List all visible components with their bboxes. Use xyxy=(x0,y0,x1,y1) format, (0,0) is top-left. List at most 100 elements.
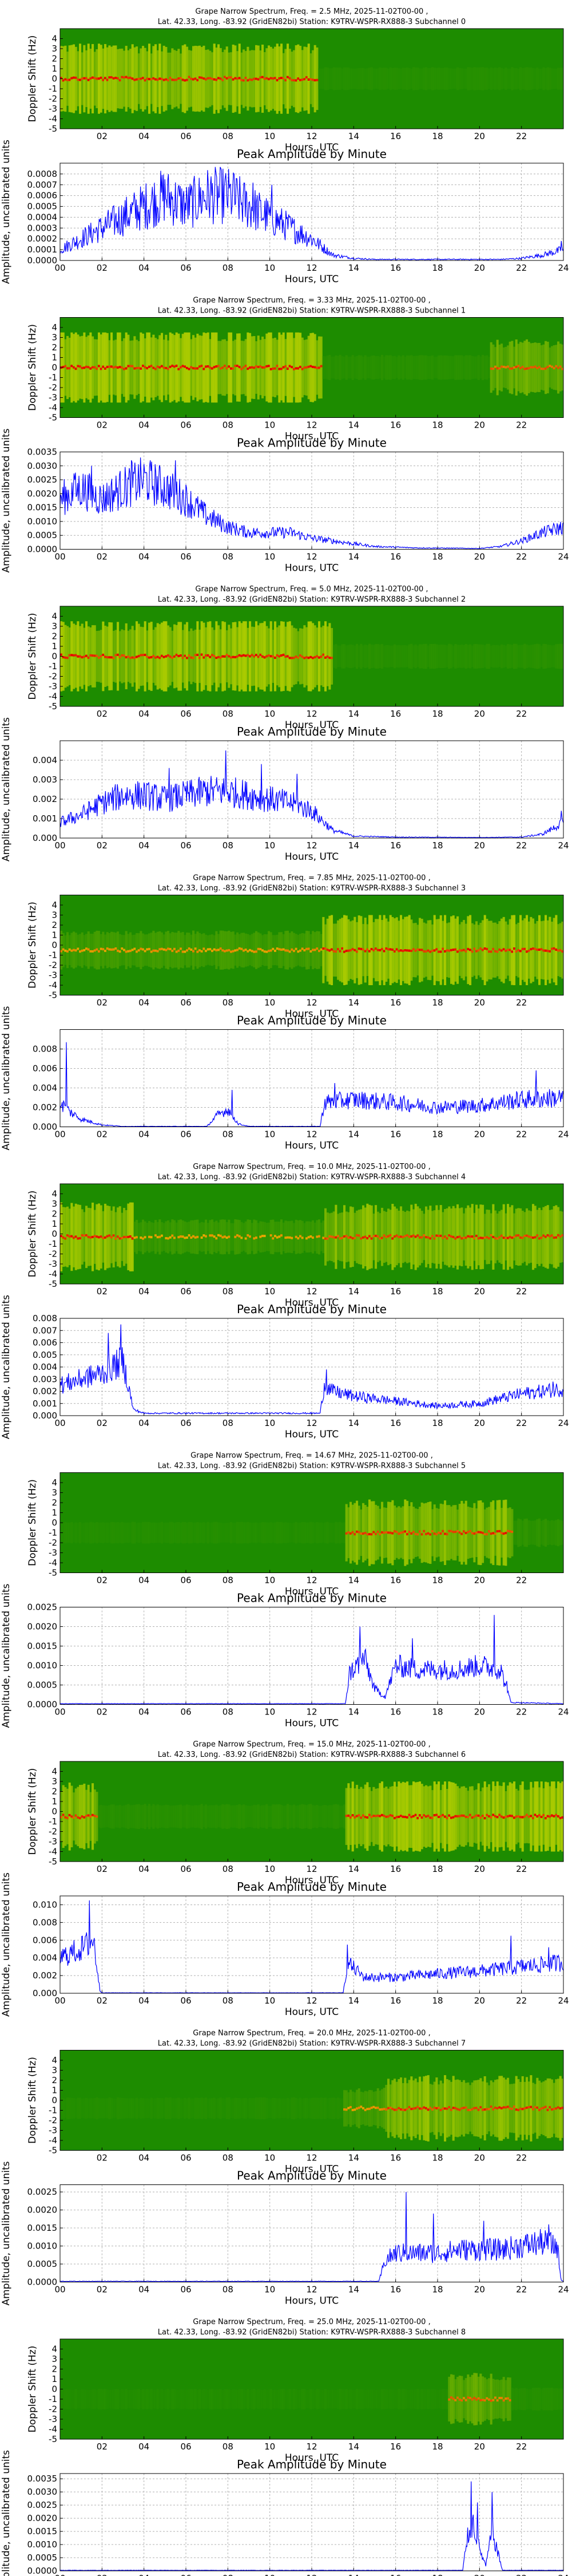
x-tick-label: 22 xyxy=(516,1129,527,1140)
spectrogram-carrier xyxy=(140,367,142,370)
spectrogram-carrier xyxy=(284,655,287,658)
spectrogram-carrier xyxy=(234,1235,237,1238)
spectrogram-carrier xyxy=(448,2398,451,2401)
spectrogram-carrier xyxy=(307,78,310,81)
spectrogram-carrier xyxy=(186,366,189,369)
spectrogram-carrier xyxy=(559,1235,562,1238)
spectrogram-band xyxy=(62,46,65,112)
spectrogram-carrier xyxy=(206,654,209,657)
spectrogram-band xyxy=(404,357,407,378)
spectrogram-band xyxy=(131,2098,134,2119)
spectrogram-title-line2: Lat. 42.33, Long. -83.92 (GridEN82bi) St… xyxy=(158,2040,466,2048)
spectrogram-carrier xyxy=(444,950,447,953)
spectrogram-carrier xyxy=(144,1236,146,1239)
spectrogram-carrier xyxy=(482,1815,484,1818)
spectrogram-band xyxy=(70,1522,73,1544)
spectrogram-carrier xyxy=(181,950,184,953)
spectrogram-carrier xyxy=(261,1235,264,1238)
spectrogram-band xyxy=(209,2098,212,2119)
spectrogram-carrier xyxy=(364,1816,367,1819)
amplitude-chart-1: Peak Amplitude by Minute0.00000.00050.00… xyxy=(1,428,569,574)
spectrogram-band xyxy=(188,332,190,403)
spectrogram-carrier xyxy=(96,1235,98,1238)
spectrogram-band xyxy=(140,2389,142,2409)
spectrogram-band xyxy=(545,1781,547,1851)
spectrogram-band xyxy=(538,1787,541,1846)
spectrogram-carrier xyxy=(505,2397,507,2400)
spectrogram-band xyxy=(221,1804,224,1829)
spectrogram-carrier xyxy=(351,1814,354,1817)
spectrogram-carrier xyxy=(559,949,562,951)
spectrogram-carrier xyxy=(553,947,555,950)
spectrogram-band xyxy=(186,2098,189,2119)
amplitude-frame xyxy=(59,740,564,839)
spectrogram-band xyxy=(545,68,547,90)
spectrogram-band xyxy=(505,68,507,90)
spectrogram-band xyxy=(438,2389,440,2409)
spectrogram-carrier xyxy=(81,1234,84,1236)
amplitude-series-line xyxy=(59,1900,564,1994)
x-tick-label: 12 xyxy=(306,131,317,141)
spectrogram-carrier xyxy=(60,77,63,80)
spectrogram-band xyxy=(357,915,360,985)
spectrogram-band xyxy=(114,1805,117,1828)
spectrogram-band xyxy=(146,1805,149,1827)
x-tick-label: 02 xyxy=(97,1418,108,1428)
spectrogram-carrier xyxy=(343,950,346,953)
spectrogram-carrier xyxy=(161,947,164,950)
spectrogram-carrier xyxy=(351,2109,354,2111)
spectrogram-band xyxy=(211,1805,214,1828)
spectrogram-carrier xyxy=(202,368,205,370)
spectrogram-band xyxy=(364,68,367,89)
spectrogram-band xyxy=(104,2389,107,2409)
spectrogram-carrier xyxy=(412,1815,415,1818)
spectrogram-carrier xyxy=(477,1237,480,1240)
spectrogram-carrier xyxy=(368,1235,371,1238)
spectrogram-carrier xyxy=(200,653,203,656)
spectrogram-band xyxy=(230,2099,233,2118)
spectrogram-carrier xyxy=(62,79,65,82)
spectrogram-band xyxy=(162,2389,165,2409)
spectrogram-band xyxy=(416,1781,419,1851)
spectrogram-carrier xyxy=(439,1815,442,1818)
spectrogram-carrier xyxy=(398,950,400,953)
spectrogram-band xyxy=(328,68,331,89)
spectrogram-band xyxy=(312,2389,315,2409)
y-tick-label: 0.003 xyxy=(33,775,57,785)
spectrogram-band xyxy=(133,2099,136,2118)
spectrogram-band xyxy=(517,2389,520,2409)
spectrogram-carrier xyxy=(477,1814,480,1817)
spectrogram-carrier xyxy=(383,1531,386,1534)
spectrogram-band xyxy=(429,68,432,90)
y-tick-label: 4 xyxy=(51,1189,57,1199)
spectrogram-carrier xyxy=(104,655,107,658)
spectrogram-carrier xyxy=(213,948,216,951)
y-tick-label: 0.002 xyxy=(33,794,57,804)
spectrogram-carrier xyxy=(328,949,331,952)
spectrogram-carrier xyxy=(419,1814,422,1817)
spectrogram-carrier xyxy=(297,77,300,80)
spectrogram-band xyxy=(423,922,426,978)
spectrogram-carrier xyxy=(259,948,262,951)
spectrogram-band xyxy=(349,68,352,89)
spectrogram-carrier xyxy=(209,1234,212,1237)
spectrogram-band xyxy=(477,1208,480,1266)
spectrogram-band xyxy=(557,68,560,90)
spectrogram-band xyxy=(291,52,293,106)
spectrogram-band xyxy=(213,2389,216,2409)
spectrogram-carrier xyxy=(265,950,268,953)
spectrogram-band xyxy=(255,1805,258,1828)
spectrogram-carrier xyxy=(387,948,390,951)
spectrogram-carrier xyxy=(486,1533,488,1536)
spectrogram-band xyxy=(345,355,348,380)
y-tick-label: 0.0005 xyxy=(27,2553,58,2563)
spectrogram-band xyxy=(96,1522,98,1544)
spectrogram-carrier xyxy=(379,949,382,951)
spectrogram-band xyxy=(530,2075,533,2142)
spectrogram-band xyxy=(293,338,296,397)
spectrogram-carrier xyxy=(448,1234,451,1237)
spectrogram-carrier xyxy=(473,1532,476,1535)
spectrogram-band xyxy=(123,1522,126,1543)
spectrogram-band xyxy=(450,2081,453,2135)
spectrogram-band xyxy=(366,68,369,89)
